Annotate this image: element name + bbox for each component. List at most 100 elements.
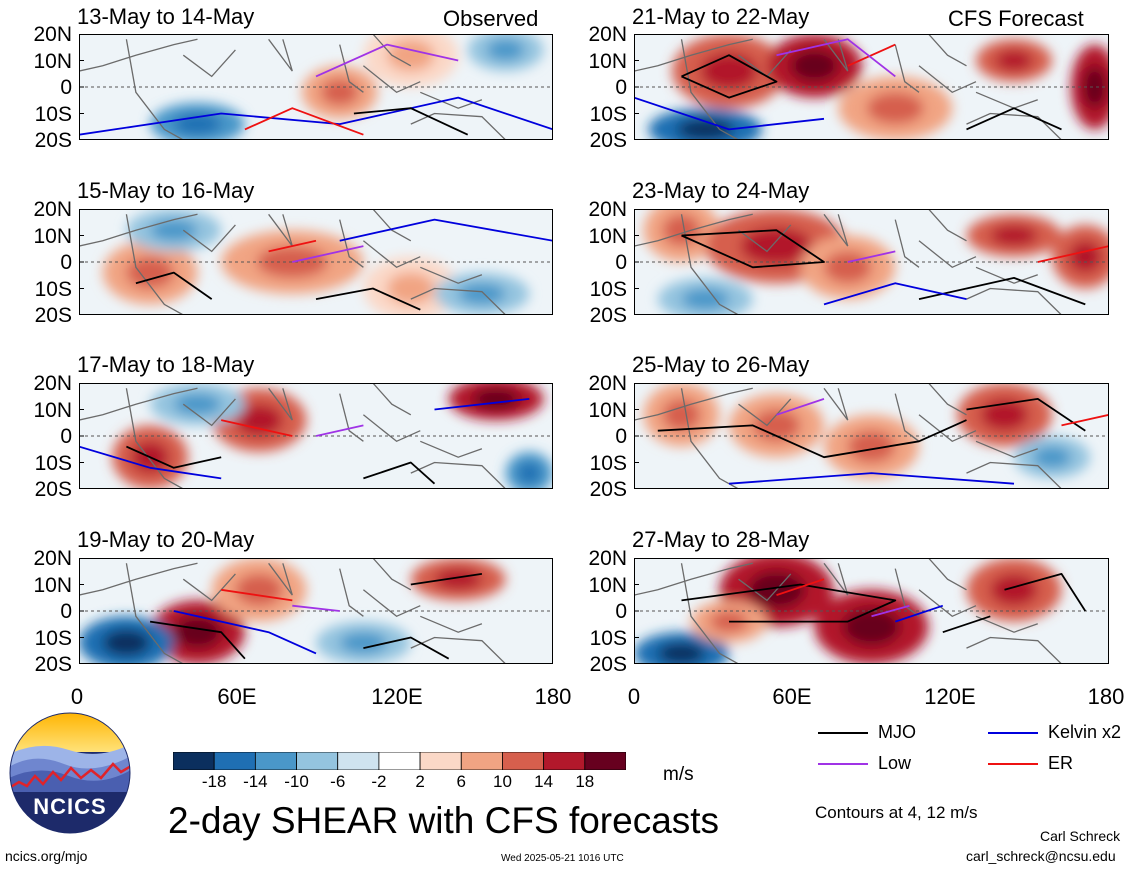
contour-low bbox=[292, 604, 340, 612]
contour-mjo bbox=[1004, 573, 1087, 612]
colorbar-swatch bbox=[584, 751, 627, 771]
y-tick-label: 10S bbox=[34, 626, 72, 650]
shear-anomaly-core bbox=[657, 642, 706, 664]
panel-title: 13-May to 14-May bbox=[77, 4, 255, 29]
main-title: 2-day SHEAR with CFS forecasts bbox=[168, 800, 720, 841]
contour-mjo bbox=[966, 107, 1062, 131]
colorbar-swatch bbox=[213, 751, 256, 771]
contour-kelvin-x2 bbox=[823, 282, 967, 306]
contour-er bbox=[268, 239, 317, 253]
panel-title: 17-May to 18-May bbox=[77, 352, 255, 377]
contour-er bbox=[1037, 245, 1109, 263]
panel-title: 21-May to 22-May bbox=[632, 4, 810, 29]
legend-label: ER bbox=[1048, 753, 1074, 773]
x-tick-label: 0 bbox=[627, 684, 641, 709]
shear-anomaly-core bbox=[339, 632, 388, 654]
colorbar-tick-label: 18 bbox=[575, 772, 595, 791]
contour-mjo bbox=[135, 271, 213, 300]
y-tick-label: 10N bbox=[33, 49, 72, 73]
legend-swatch-mjo bbox=[818, 732, 868, 734]
shear-anomaly-core bbox=[1033, 446, 1071, 468]
y-tick-label: 10N bbox=[33, 398, 72, 422]
y-tick-label: 10S bbox=[34, 102, 72, 126]
author-email: carl_schreck@ncsu.edu bbox=[966, 848, 1116, 864]
shear-anomaly-core bbox=[995, 49, 1033, 72]
shear-anomaly-core bbox=[700, 52, 758, 90]
coastline bbox=[634, 383, 1062, 489]
shear-map-panel bbox=[79, 34, 553, 140]
colorbar-swatch bbox=[254, 751, 297, 771]
y-tick-label: 10S bbox=[589, 277, 627, 301]
y-tick-label: 20S bbox=[589, 478, 627, 501]
y-tick-label: 0 bbox=[60, 600, 72, 623]
panel-title: 27-May to 28-May bbox=[632, 527, 810, 552]
contour-mjo bbox=[126, 445, 222, 469]
coastline bbox=[79, 34, 507, 140]
y-tick-label: 10S bbox=[589, 451, 627, 475]
author-name: Carl Schreck bbox=[1040, 828, 1121, 844]
shear-anomaly-core bbox=[173, 616, 222, 649]
forecast-header: CFS Forecast bbox=[948, 6, 1084, 31]
shear-anomaly-core bbox=[980, 398, 1029, 431]
shear-map-panel bbox=[634, 383, 1109, 489]
y-tick-label: 20N bbox=[588, 547, 627, 570]
shear-anomaly-core bbox=[662, 398, 701, 431]
y-tick-label: 0 bbox=[615, 251, 627, 274]
x-tick-label: 60E bbox=[217, 684, 257, 709]
y-tick-label: 20S bbox=[589, 304, 627, 327]
contour-mjo bbox=[918, 277, 1086, 306]
shear-anomaly-core bbox=[486, 39, 525, 61]
shear-anomaly-core bbox=[387, 272, 435, 305]
shear-anomaly-core bbox=[866, 92, 924, 125]
shear-anomaly-core bbox=[102, 629, 151, 657]
contour-kelvin-x2 bbox=[895, 604, 944, 623]
x-tick-label: 0 bbox=[70, 684, 84, 709]
contour-mjo bbox=[942, 615, 991, 634]
contour-mjo bbox=[353, 107, 469, 136]
colorbar-swatch bbox=[172, 751, 215, 771]
contour-low bbox=[315, 424, 364, 437]
shear-anomaly-core bbox=[320, 79, 359, 106]
y-tick-label: 20N bbox=[33, 372, 72, 395]
shear-anomaly-core bbox=[1068, 240, 1102, 273]
colorbar-graphic bbox=[172, 751, 627, 771]
legend-swatch-low bbox=[818, 763, 868, 765]
contour-note: Contours at 4, 12 m/s bbox=[815, 803, 978, 822]
ncics-logo: NCICS bbox=[9, 712, 131, 834]
colorbar-tick-label: -6 bbox=[330, 772, 346, 791]
colorbar-tick-label: 14 bbox=[534, 772, 554, 791]
y-tick-label: 20S bbox=[34, 653, 72, 676]
contour-low bbox=[871, 604, 910, 618]
shear-anomaly-core bbox=[990, 224, 1038, 247]
y-tick-label: 20S bbox=[34, 304, 72, 327]
contour-low bbox=[315, 43, 459, 78]
contour-kelvin-x2 bbox=[79, 96, 553, 136]
contour-low bbox=[292, 245, 364, 263]
contour-low bbox=[776, 398, 825, 416]
y-tick-label: 20N bbox=[588, 198, 627, 221]
colorbar-swatch bbox=[296, 751, 339, 771]
shear-anomaly-core bbox=[434, 568, 482, 590]
shear-anomaly-core bbox=[843, 608, 900, 646]
shear-anomaly-core bbox=[150, 219, 198, 241]
panel-title: 25-May to 26-May bbox=[632, 352, 810, 377]
x-tick-label: 180 bbox=[534, 684, 572, 709]
shear-anomaly-core bbox=[256, 246, 328, 278]
panel-title: 23-May to 24-May bbox=[632, 178, 810, 203]
shear-anomaly-core bbox=[387, 39, 435, 72]
colorbar-swatch bbox=[502, 751, 545, 771]
y-tick-label: 10N bbox=[588, 398, 627, 422]
colorbar-tick-label: 10 bbox=[492, 772, 512, 791]
y-tick-label: 0 bbox=[615, 425, 627, 448]
coastline bbox=[79, 383, 507, 489]
y-tick-label: 20N bbox=[33, 547, 72, 570]
y-tick-label: 20N bbox=[33, 23, 72, 46]
x-tick-label: 120E bbox=[371, 684, 423, 709]
site-link[interactable]: ncics.org/mjo bbox=[5, 848, 88, 864]
contour-mjo bbox=[657, 419, 967, 459]
contour-kelvin-x2 bbox=[339, 218, 553, 242]
contour-mjo bbox=[363, 636, 450, 660]
colorbar-swatch bbox=[378, 751, 421, 771]
coastline bbox=[634, 209, 1062, 315]
x-tick-label: 60E bbox=[772, 684, 812, 709]
